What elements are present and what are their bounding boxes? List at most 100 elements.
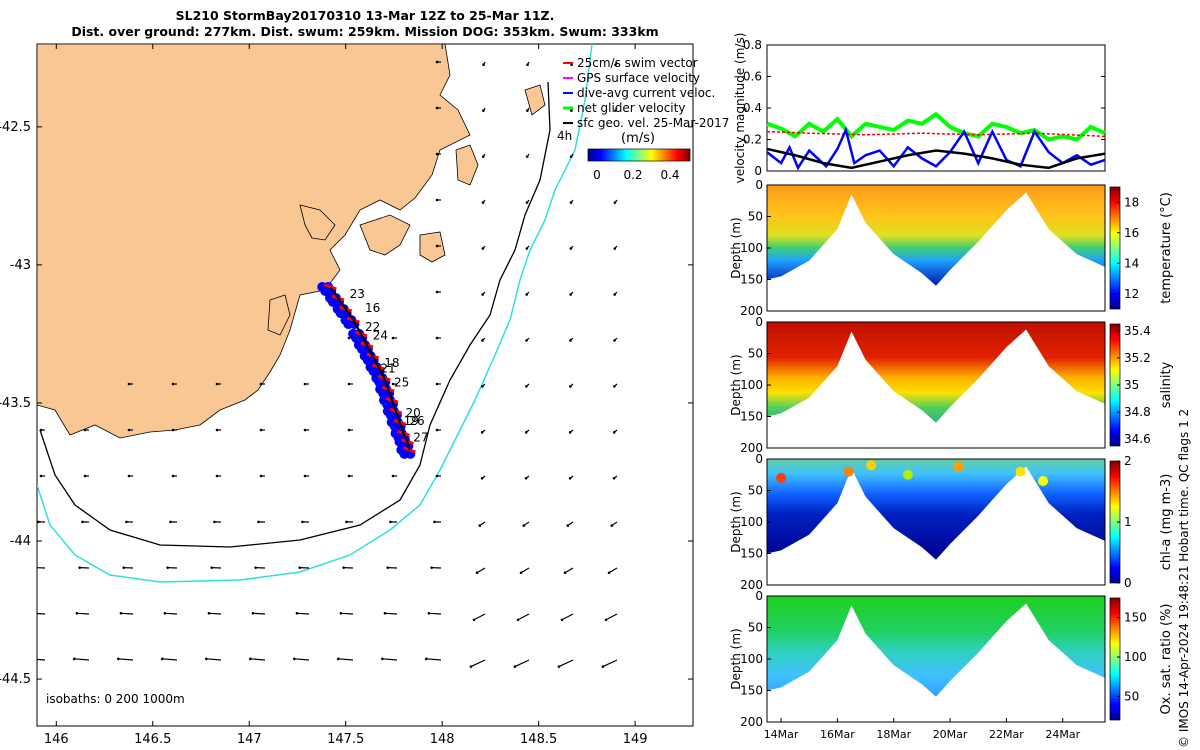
surface-vector-head [435, 428, 439, 432]
surface-vector-head [215, 474, 219, 478]
chla-bloom-point [776, 472, 787, 483]
surface-vector-head [29, 658, 32, 661]
speed-colorbar-title: (m/s) [621, 131, 655, 146]
section-ytick-label: 0 [755, 315, 763, 329]
surface-vector-head [430, 566, 433, 569]
surface-vector-head [557, 665, 561, 668]
vel-ytick-label: 0.8 [743, 38, 762, 52]
colorbar-tick-label: 34.8 [1124, 405, 1151, 419]
surface-vector-head [293, 657, 296, 661]
surface-vector-head [482, 63, 485, 66]
isobaths-label: isobaths: 0 200 1000m [46, 692, 185, 706]
section-data-temperature [767, 185, 1105, 286]
vel-ytick-label: 0.6 [743, 70, 762, 84]
section-panel-salinity: 0 50 100 150 200 Depth (m) 34.6 34.8 35 35.2 35.4 s… [729, 315, 1174, 455]
section-xtick-label: 20Mar [933, 728, 968, 741]
colorbar-tick-label: 0 [1124, 576, 1132, 590]
colorbar-label: salinity [1159, 361, 1174, 408]
surface-vector-head [482, 109, 485, 112]
surface-vector [384, 612, 398, 615]
surface-velocity-field [29, 60, 618, 668]
surface-vector-head [166, 566, 169, 569]
surface-vector-head [119, 611, 123, 615]
track-label: 23 [350, 287, 365, 301]
surface-vector-head [524, 476, 528, 480]
title-line-2: Dist. over ground: 277km. Dist. swum: 25… [71, 24, 659, 39]
surface-vector-head [610, 524, 614, 527]
speed-cb-tick-2: 0.4 [660, 168, 679, 182]
chla-bloom-point [843, 466, 854, 477]
section-ytick-label: 100 [740, 515, 763, 529]
surface-vector [473, 613, 486, 621]
surface-vector-head [472, 618, 476, 622]
surface-vector [608, 567, 618, 574]
legend-swim-vector: 25cm/s swim vector [577, 56, 698, 70]
section-ytick-label: 0 [755, 452, 763, 466]
velocity-series [766, 111, 1106, 171]
surface-vector-head [613, 201, 617, 204]
surface-vector-head [303, 474, 307, 478]
track-label: 24 [373, 328, 388, 342]
surface-vector-head [303, 382, 307, 386]
surface-vector [164, 612, 178, 615]
surface-vector-head [526, 109, 529, 112]
surface-vector [74, 658, 90, 661]
section-panel-temperature: 0 50 100 150 200 Depth (m) 12 14 16 18 temperature… [729, 178, 1174, 318]
surface-vector-head [37, 520, 40, 524]
surface-vector-head [127, 428, 131, 432]
surface-vector-head [525, 201, 529, 204]
surface-vector-head [612, 476, 616, 480]
surface-vector-head [435, 474, 439, 478]
surface-vector-head [303, 428, 307, 432]
surface-vector-head [613, 293, 616, 296]
track-label: 16 [365, 301, 380, 315]
surface-vector-head [568, 476, 572, 480]
surface-vector-head [259, 428, 263, 432]
section-ytick-label: 200 [740, 441, 763, 455]
velocity-series-line [766, 111, 1106, 142]
surface-vector [294, 658, 310, 661]
colorbar-tick-label: 34.6 [1124, 432, 1151, 446]
surface-vector [250, 658, 266, 661]
surface-vector-head [301, 520, 304, 524]
colorbar-tick-label: 35 [1124, 378, 1139, 392]
surface-vector-head [525, 155, 529, 158]
title-line-1: SL210 StormBay20170310 13-Mar 12Z to 25-… [175, 8, 555, 23]
surface-vector-head [435, 336, 439, 340]
land-maria [455, 144, 479, 186]
velocity-panel: 0 0.2 0.4 0.6 0.8 velocity magnitude (m/s) [733, 33, 1106, 183]
surface-vector [517, 613, 530, 621]
surface-vector-head [249, 657, 252, 661]
section-data-oxygen [767, 596, 1105, 697]
surface-vector-head [569, 339, 572, 342]
isobath-200m [39, 81, 551, 548]
surface-vector-head [481, 247, 485, 250]
surface-vector-head [213, 520, 216, 524]
surface-vector-head [569, 201, 573, 204]
surface-vector-head [480, 431, 484, 434]
section-xtick-label: 16Mar [820, 728, 855, 741]
section-ytick-label: 200 [740, 715, 763, 729]
land-tasmania [37, 44, 471, 439]
chla-bloom-point [902, 469, 913, 480]
surface-vector-head [513, 665, 517, 668]
surface-vector-head [427, 611, 431, 615]
colorbar-tick-label: 100 [1124, 650, 1147, 664]
surface-vector [76, 612, 90, 615]
map-ytick-label: -44 [10, 534, 31, 549]
surface-vector-head [435, 106, 439, 110]
track-label: 22 [365, 320, 380, 334]
surface-vector [426, 658, 442, 661]
surface-vector-head [389, 520, 392, 524]
map-ytick-label: -42.5 [0, 120, 31, 135]
surface-vector-head [604, 618, 608, 622]
surface-vector-head [469, 665, 473, 668]
surface-vector-head [480, 476, 484, 480]
surface-vector-head [569, 385, 572, 388]
surface-vector-head [347, 382, 351, 386]
surface-vector [564, 567, 574, 574]
surface-vector-head [435, 290, 439, 294]
track-label: 27 [413, 431, 428, 445]
